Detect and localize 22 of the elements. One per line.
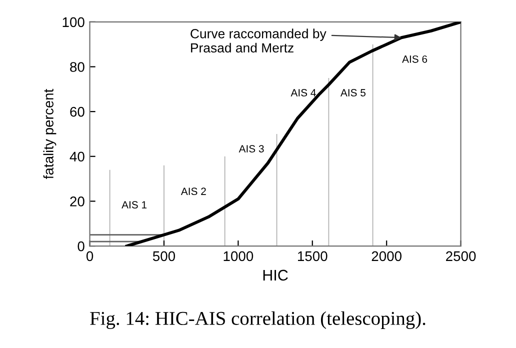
annotation: Curve raccomanded by Prasad and Mertz xyxy=(190,28,326,53)
y-axis-title: fatality percent xyxy=(43,88,56,179)
annotation: AIS 4 xyxy=(290,89,316,96)
y-tick-label: 40 xyxy=(70,152,84,162)
y-tick-label: 60 xyxy=(70,106,84,117)
annotation: AIS 6 xyxy=(402,55,428,63)
x-tick-label: 500 xyxy=(152,251,176,262)
y-tick-label: 100 xyxy=(62,17,84,28)
x-tick-label: 0 xyxy=(86,251,94,262)
y-tick-label: 80 xyxy=(70,62,84,72)
y-tick-label: 0 xyxy=(78,241,84,252)
y-tick-label: 20 xyxy=(70,196,84,206)
x-tick-label: 1500 xyxy=(298,251,328,262)
annotation: AIS 2 xyxy=(180,188,206,196)
annotation: AIS 3 xyxy=(238,145,264,152)
annotation: AIS 5 xyxy=(340,89,366,96)
x-axis-title: HIC xyxy=(263,270,288,281)
x-tick-label: 1000 xyxy=(224,251,254,262)
x-tick-label: 2000 xyxy=(372,251,402,262)
caption: Fig. 14: HIC-AIS correlation (telescoping). xyxy=(90,311,426,330)
annotation: AIS 1 xyxy=(122,201,147,208)
x-tick-label: 2500 xyxy=(446,251,476,262)
